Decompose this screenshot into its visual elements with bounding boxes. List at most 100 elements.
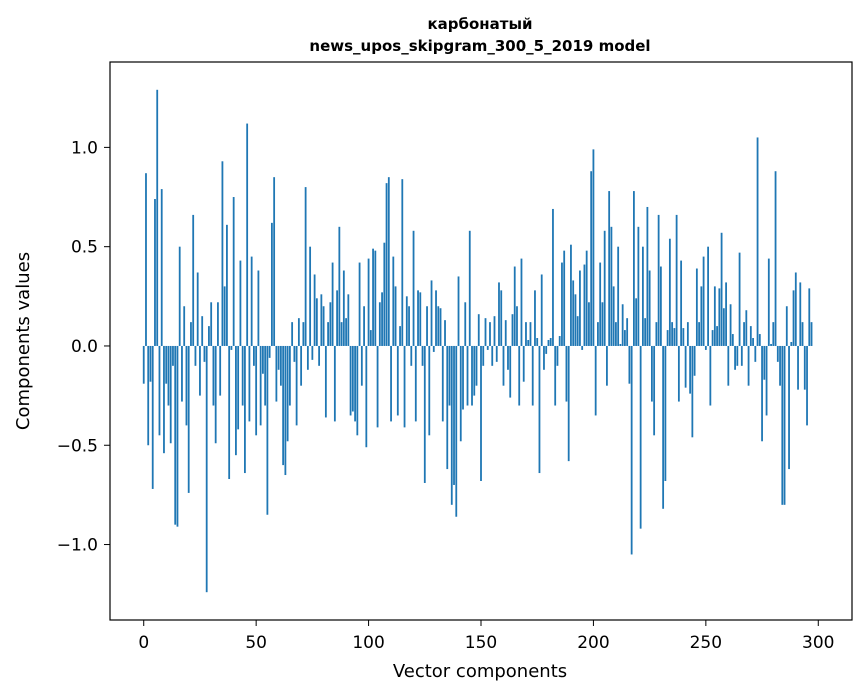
bar-251 bbox=[707, 246, 709, 346]
bar-33 bbox=[217, 302, 219, 346]
bar-246 bbox=[695, 268, 698, 346]
bar-279 bbox=[770, 343, 772, 346]
bar-15 bbox=[176, 345, 179, 527]
bar-108 bbox=[385, 183, 388, 346]
bar-95 bbox=[356, 345, 359, 436]
bar-106 bbox=[381, 292, 383, 346]
bar-102 bbox=[372, 248, 374, 346]
bar-55 bbox=[266, 345, 269, 515]
bar-100 bbox=[367, 258, 370, 346]
bar-297 bbox=[810, 322, 813, 346]
bar-295 bbox=[806, 345, 808, 426]
bar-129 bbox=[432, 345, 435, 352]
bar-191 bbox=[572, 280, 575, 346]
bar-240 bbox=[682, 328, 685, 346]
bar-199 bbox=[590, 171, 593, 346]
bar-128 bbox=[430, 280, 433, 346]
bar-291 bbox=[797, 345, 799, 390]
bar-237 bbox=[675, 214, 678, 346]
bar-66 bbox=[291, 322, 294, 346]
bar-182 bbox=[552, 208, 554, 346]
bar-35 bbox=[221, 161, 224, 346]
bar-202 bbox=[597, 322, 599, 346]
bar-212 bbox=[619, 343, 622, 346]
bar-258 bbox=[722, 308, 725, 346]
x-tick-label: 50 bbox=[245, 633, 267, 653]
bar-158 bbox=[498, 282, 500, 346]
bar-183 bbox=[554, 345, 557, 406]
bar-231 bbox=[662, 345, 665, 509]
bar-151 bbox=[482, 345, 485, 366]
bar-156 bbox=[493, 316, 496, 346]
x-tick-label: 250 bbox=[690, 633, 722, 653]
bar-30 bbox=[210, 302, 213, 346]
bar-110 bbox=[390, 345, 392, 422]
y-tick-label: −1.0 bbox=[57, 536, 98, 556]
bar-53 bbox=[262, 345, 264, 374]
y-tick-label: −0.5 bbox=[57, 436, 98, 456]
bar-122 bbox=[417, 290, 419, 346]
x-tick-label: 100 bbox=[352, 633, 384, 653]
bar-89 bbox=[342, 270, 345, 346]
bar-241 bbox=[684, 345, 687, 388]
bar-245 bbox=[693, 345, 696, 376]
bar-116 bbox=[403, 345, 406, 428]
bar-247 bbox=[698, 322, 700, 346]
bar-134 bbox=[444, 320, 446, 346]
bar-22 bbox=[192, 214, 195, 346]
bar-206 bbox=[606, 345, 608, 386]
bar-105 bbox=[378, 302, 381, 346]
bar-43 bbox=[239, 260, 242, 346]
bar-90 bbox=[345, 318, 347, 346]
bar-1 bbox=[145, 173, 147, 346]
bar-262 bbox=[731, 334, 734, 346]
bar-143 bbox=[464, 302, 467, 346]
bar-210 bbox=[615, 322, 617, 346]
y-axis-label: Components values bbox=[13, 252, 34, 430]
bar-17 bbox=[181, 345, 183, 402]
bar-87 bbox=[338, 226, 341, 346]
bar-196 bbox=[583, 264, 586, 346]
bar-235 bbox=[671, 322, 674, 346]
bar-67 bbox=[293, 345, 296, 362]
bar-84 bbox=[331, 262, 334, 346]
bar-253 bbox=[711, 330, 714, 346]
bar-194 bbox=[579, 270, 581, 346]
bar-118 bbox=[408, 306, 410, 346]
bar-218 bbox=[633, 191, 635, 346]
bar-248 bbox=[700, 286, 703, 346]
bar-140 bbox=[457, 276, 460, 346]
bar-254 bbox=[713, 286, 716, 346]
bar-221 bbox=[639, 345, 642, 529]
bar-4 bbox=[151, 345, 154, 489]
bar-220 bbox=[637, 226, 640, 346]
bar-97 bbox=[360, 345, 363, 386]
bar-274 bbox=[758, 334, 761, 346]
bar-148 bbox=[475, 345, 478, 386]
bar-225 bbox=[648, 270, 651, 346]
bar-27 bbox=[203, 345, 206, 362]
bar-74 bbox=[309, 246, 312, 346]
bar-223 bbox=[644, 318, 647, 346]
bar-162 bbox=[507, 345, 509, 370]
bar-213 bbox=[621, 304, 624, 346]
bar-249 bbox=[702, 256, 705, 346]
bar-280 bbox=[772, 322, 775, 346]
bar-255 bbox=[716, 326, 718, 346]
bar-287 bbox=[788, 345, 790, 470]
bar-32 bbox=[214, 345, 217, 444]
bar-179 bbox=[545, 345, 548, 354]
bar-289 bbox=[792, 290, 795, 346]
bar-177 bbox=[540, 274, 543, 346]
bar-268 bbox=[745, 310, 748, 346]
bar-190 bbox=[570, 244, 572, 346]
bar-123 bbox=[419, 292, 422, 346]
bar-45 bbox=[244, 345, 246, 474]
bar-125 bbox=[423, 345, 426, 483]
bar-161 bbox=[504, 320, 507, 346]
bar-38 bbox=[228, 345, 231, 480]
y-tick-label: 1.0 bbox=[71, 138, 98, 158]
bar-126 bbox=[426, 306, 428, 346]
bar-261 bbox=[729, 304, 732, 346]
